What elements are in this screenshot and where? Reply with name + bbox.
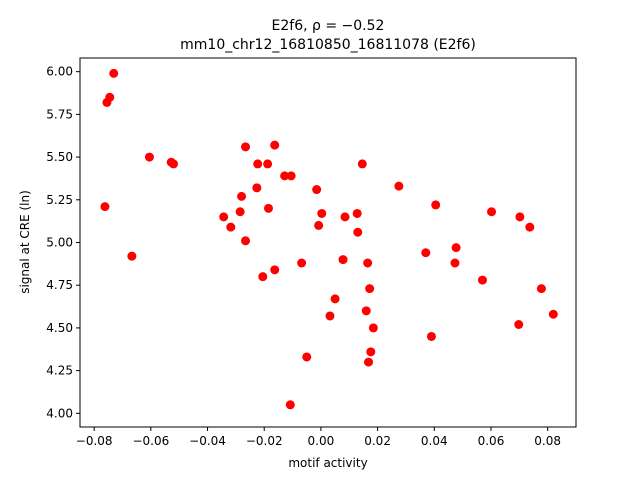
data-point [263, 159, 273, 169]
data-point [352, 208, 362, 218]
data-point [450, 258, 460, 268]
data-point [548, 309, 558, 319]
data-point [280, 171, 290, 181]
data-point [241, 236, 251, 246]
data-point [325, 311, 335, 321]
data-point [477, 275, 487, 285]
data-point [525, 222, 535, 232]
data-point [361, 306, 371, 316]
data-point [314, 220, 324, 230]
data-point [169, 159, 179, 169]
data-point [102, 97, 112, 107]
y-tick-label: 4.00 [46, 406, 73, 420]
y-axis-ticks: 4.00 4.25 4.50 4.75 5.00 5.25 5.50 5.75 6.00 [46, 65, 80, 420]
x-tick-label: −0.06 [132, 434, 169, 448]
data-point [363, 258, 373, 268]
y-tick-label: 4.75 [46, 278, 73, 292]
data-point [451, 243, 461, 253]
x-tick-label: −0.02 [246, 434, 283, 448]
y-tick-label: 5.25 [46, 193, 73, 207]
chart-title-line-1: E2f6, ρ = −0.52 [272, 18, 385, 34]
y-tick-label: 5.50 [46, 150, 73, 164]
data-point [263, 203, 273, 213]
data-point [285, 400, 295, 410]
data-point [109, 68, 119, 78]
chart-title-line-2: mm10_chr12_16810850_16811078 (E2f6) [180, 37, 476, 53]
data-point [536, 284, 546, 294]
data-point [514, 320, 524, 329]
x-axis-label: motif activity [288, 456, 367, 470]
data-point [226, 222, 236, 232]
data-point [317, 208, 327, 218]
data-point [270, 140, 280, 150]
data-point [237, 191, 247, 201]
x-tick-label: −0.08 [76, 434, 113, 448]
y-tick-label: 4.50 [46, 321, 73, 335]
data-point [270, 265, 280, 275]
data-point [431, 200, 441, 210]
y-tick-label: 5.00 [46, 236, 73, 250]
x-tick-label: 0.04 [421, 434, 448, 448]
data-point [421, 248, 431, 258]
data-point [235, 207, 245, 217]
data-point [366, 347, 376, 357]
data-point [100, 202, 110, 212]
data-point [127, 251, 137, 261]
x-tick-label: 0.00 [308, 434, 335, 448]
data-point [253, 159, 263, 169]
x-axis-ticks: −0.08 −0.06 −0.04 −0.02 0.00 0.02 0.04 0.06 0.08 [76, 427, 561, 448]
data-point [144, 152, 154, 162]
data-point [338, 255, 348, 265]
data-point [515, 212, 525, 222]
data-point [302, 352, 312, 362]
x-tick-label: 0.08 [534, 434, 561, 448]
y-tick-label: 5.75 [46, 107, 73, 121]
y-axis-label: signal at CRE (ln) [18, 190, 32, 294]
data-point [252, 183, 262, 193]
data-point [258, 272, 268, 282]
data-point [286, 171, 296, 181]
y-tick-label: 6.00 [46, 65, 73, 79]
data-point [394, 181, 404, 191]
data-point [312, 185, 322, 195]
x-tick-label: −0.04 [189, 434, 226, 448]
data-point [357, 159, 367, 169]
data-point [297, 258, 307, 268]
data-point [241, 142, 251, 152]
data-point [340, 212, 350, 222]
data-point [330, 294, 340, 304]
data-point [426, 331, 436, 341]
data-point [487, 207, 497, 217]
data-point [365, 284, 375, 294]
data-points [100, 68, 558, 410]
y-tick-label: 4.25 [46, 364, 73, 378]
data-point [364, 357, 374, 367]
x-tick-label: 0.02 [364, 434, 391, 448]
data-point [368, 323, 378, 333]
x-tick-label: 0.06 [478, 434, 505, 448]
data-point [219, 212, 229, 222]
data-point [353, 227, 363, 237]
